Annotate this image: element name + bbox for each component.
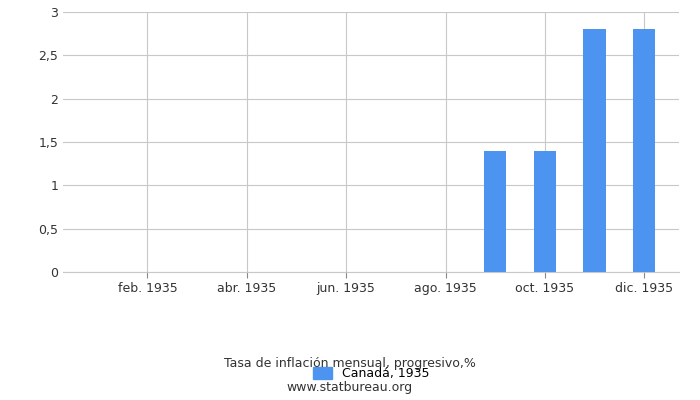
Legend: Canadá, 1935: Canadá, 1935 bbox=[308, 362, 434, 385]
Text: www.statbureau.org: www.statbureau.org bbox=[287, 382, 413, 394]
Bar bbox=[484, 151, 506, 272]
Bar bbox=[533, 151, 556, 272]
Bar bbox=[633, 29, 655, 272]
Text: Tasa de inflación mensual, progresivo,%: Tasa de inflación mensual, progresivo,% bbox=[224, 358, 476, 370]
Bar bbox=[583, 29, 606, 272]
